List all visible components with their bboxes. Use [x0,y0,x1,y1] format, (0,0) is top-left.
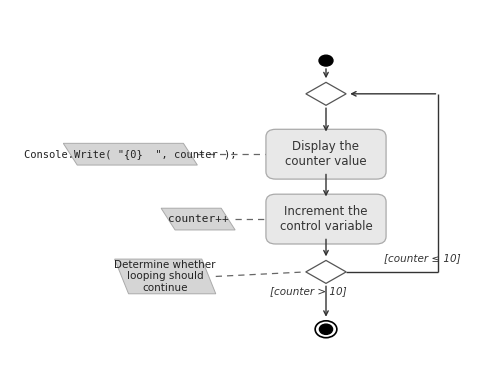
Text: counter++: counter++ [168,214,228,224]
FancyBboxPatch shape [266,194,386,244]
Text: Console.Write( "{0}  ", counter );: Console.Write( "{0} ", counter ); [24,149,236,159]
Polygon shape [306,260,346,283]
Text: [counter > 10]: [counter > 10] [270,287,346,296]
Text: Increment the
control variable: Increment the control variable [280,205,372,233]
Text: Determine whether
looping should
continue: Determine whether looping should continu… [114,260,216,293]
Polygon shape [64,143,198,165]
Circle shape [315,321,337,338]
Circle shape [319,55,333,66]
Polygon shape [306,82,346,105]
Text: Display the
counter value: Display the counter value [285,140,367,168]
Polygon shape [161,208,235,230]
Polygon shape [114,259,216,294]
Circle shape [320,324,332,334]
FancyBboxPatch shape [266,129,386,179]
Text: [counter ≤ 10]: [counter ≤ 10] [384,253,461,263]
